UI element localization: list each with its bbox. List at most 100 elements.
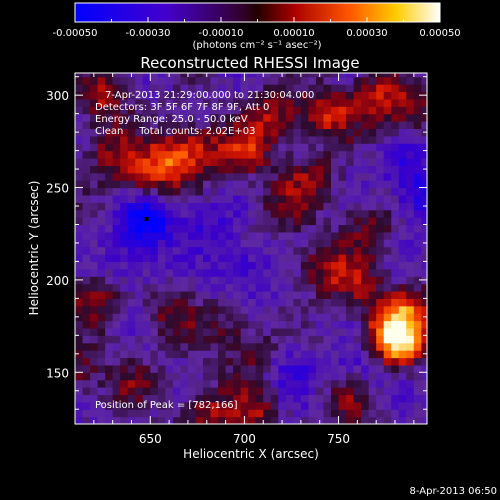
heatmap-cell: [338, 128, 347, 137]
heatmap-cell: [338, 335, 347, 344]
heatmap-cell: [376, 268, 385, 277]
heatmap-cell: [97, 239, 106, 248]
heatmap-cell: [270, 409, 279, 418]
heatmap-cell: [218, 401, 227, 410]
heatmap-cell: [203, 98, 212, 107]
heatmap-cell: [248, 76, 257, 85]
heatmap-cell: [210, 379, 219, 388]
heatmap-cell: [376, 143, 385, 152]
heatmap-cell: [135, 209, 144, 218]
heatmap-cell: [353, 394, 362, 403]
heatmap-cell: [248, 276, 257, 285]
heatmap-cell: [90, 364, 99, 373]
heatmap-cell: [376, 91, 385, 100]
heatmap-cell: [338, 217, 347, 226]
heatmap-cell: [225, 209, 234, 218]
heatmap-cell: [203, 290, 212, 299]
heatmap-cell: [383, 194, 392, 203]
heatmap-cell: [90, 84, 99, 93]
heatmap-cell: [300, 98, 310, 107]
heatmap-cell: [105, 157, 114, 166]
heatmap-cell: [406, 387, 415, 396]
heatmap-cell: [346, 387, 355, 396]
heatmap-cell: [278, 84, 287, 93]
heatmap-cell: [233, 283, 242, 292]
heatmap-cell: [120, 298, 129, 307]
heatmap-cell: [285, 283, 294, 292]
heatmap-cell: [323, 379, 332, 388]
heatmap-cell: [376, 313, 385, 322]
heatmap-cell: [203, 379, 212, 388]
heatmap-cell: [383, 128, 392, 137]
heatmap-cell: [218, 202, 227, 211]
heatmap-cell: [323, 350, 332, 359]
heatmap-cell: [120, 91, 129, 100]
heatmap-cell: [421, 73, 427, 78]
heatmap-cell: [413, 180, 422, 189]
heatmap-cell: [406, 73, 415, 78]
heatmap-cell: [135, 298, 144, 307]
heatmap-cell: [391, 342, 400, 351]
heatmap-cell: [82, 187, 91, 196]
heatmap-cell: [187, 283, 197, 292]
heatmap-cell: [142, 268, 151, 277]
heatmap-cell: [180, 387, 189, 396]
heatmap-cell: [203, 172, 212, 181]
heatmap-cell: [255, 224, 264, 233]
heatmap-cell: [270, 283, 279, 292]
heatmap-cell: [338, 327, 347, 336]
heatmap-cell: [203, 342, 212, 351]
heatmap-cell: [195, 121, 204, 130]
heatmap-cell: [187, 194, 197, 203]
heatmap-cell: [225, 187, 234, 196]
heatmap-cell: [165, 121, 174, 130]
heatmap-cell: [315, 364, 325, 373]
heatmap-cell: [157, 357, 166, 366]
heatmap-cell: [353, 194, 362, 203]
heatmap-cell: [165, 135, 174, 144]
heatmap-cell: [90, 98, 99, 107]
heatmap-cell: [383, 98, 392, 107]
heatmap-cell: [308, 335, 317, 344]
heatmap-cell: [263, 135, 272, 144]
heatmap-cell: [361, 305, 370, 314]
heatmap-cell: [406, 106, 415, 115]
heatmap-cell: [90, 150, 99, 159]
heatmap-cell: [398, 387, 407, 396]
heatmap-cell: [308, 342, 317, 351]
heatmap-cell: [203, 231, 212, 240]
heatmap-cell: [165, 357, 174, 366]
heatmap-cell: [75, 187, 84, 196]
heatmap-cell: [255, 246, 264, 255]
heatmap-cell: [135, 261, 144, 270]
heatmap-cell: [263, 416, 272, 424]
heatmap-cell: [82, 350, 91, 359]
heatmap-cell: [368, 364, 377, 373]
heatmap-cell: [308, 98, 317, 107]
heatmap-cell: [255, 416, 264, 424]
heatmap-cell: [180, 254, 189, 263]
heatmap-cell: [180, 394, 189, 403]
heatmap-cell: [172, 246, 182, 255]
heatmap-cell: [315, 209, 325, 218]
heatmap-cell: [391, 224, 400, 233]
heatmap-cell: [82, 283, 91, 292]
heatmap-cell: [127, 150, 136, 159]
heatmap-cell: [157, 246, 166, 255]
heatmap-cell: [285, 180, 294, 189]
heatmap-cell: [203, 106, 212, 115]
heatmap-cell: [112, 113, 121, 122]
heatmap-cell: [82, 98, 91, 107]
heatmap-cell: [172, 409, 182, 418]
heatmap-cell: [383, 372, 392, 381]
heatmap-cell: [323, 320, 332, 329]
heatmap-cell: [105, 283, 114, 292]
heatmap-cell: [165, 342, 174, 351]
heatmap-cell: [105, 372, 114, 381]
heatmap-cell: [165, 364, 174, 373]
heatmap-cell: [233, 401, 242, 410]
heatmap-cell: [97, 231, 106, 240]
heatmap-cell: [300, 217, 310, 226]
heatmap-cell: [135, 194, 144, 203]
